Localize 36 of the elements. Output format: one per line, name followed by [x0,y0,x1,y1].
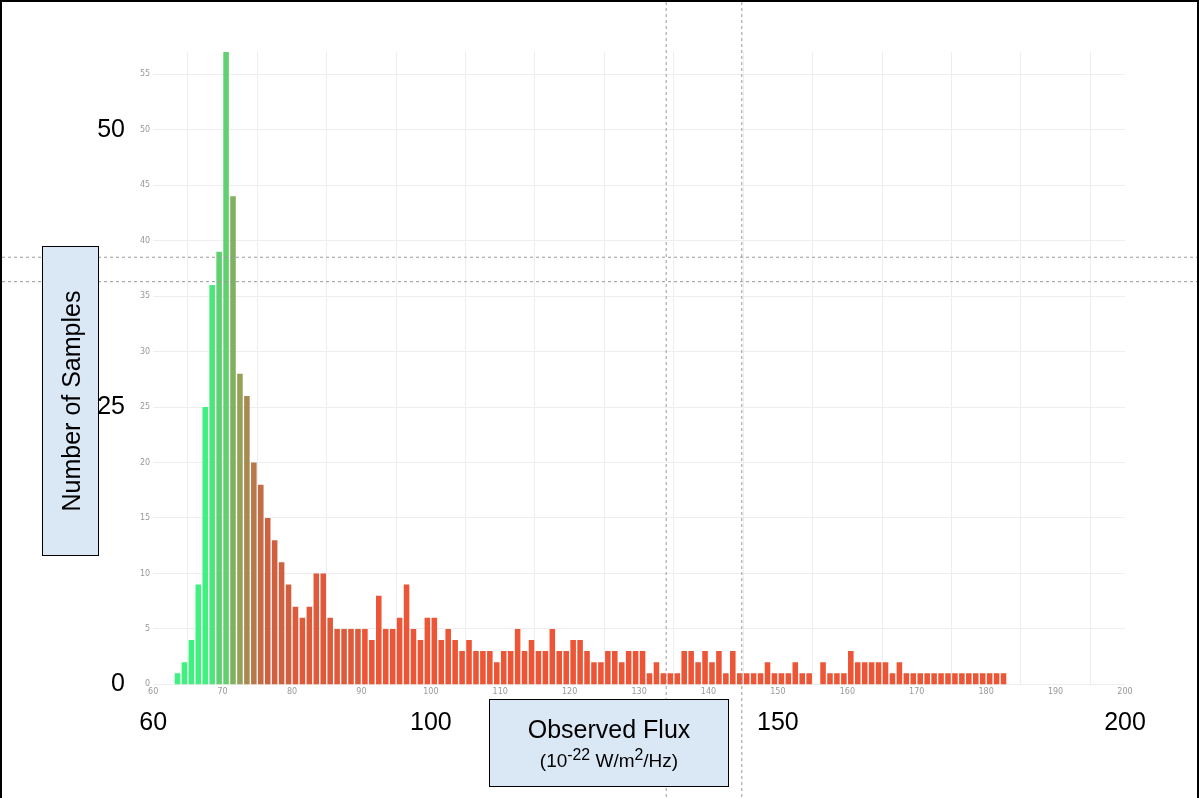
x-tick-label: 100 [423,687,439,697]
x-tick-label: 80 [286,687,298,697]
y-tick-label: 25 [97,390,125,419]
y2-tick-label: 45 [139,180,151,190]
y2-tick-label: 5 [145,624,151,633]
x-tick-label: 170 [909,687,925,697]
y2-tick-label: 0 [145,679,151,689]
y2-tick-label: 30 [139,346,151,356]
x-tick-label: 160 [839,687,855,697]
y2-tick-label: 20 [139,457,151,467]
x2-tick-label: 60 [139,706,168,735]
y-axis-title: Number of Samples [56,290,85,512]
x-tick-label: 150 [770,687,786,697]
x-tick-label: 90 [356,687,367,697]
x-tick-label: 200 [1117,687,1133,697]
x-tick-label: 180 [978,687,994,697]
x2-tick-label: 200 [1104,706,1146,735]
x-tick-label: 140 [700,687,717,697]
y-tick-label: 0 [111,668,125,697]
x-tick-label: 120 [562,687,578,697]
x-axis-title: Observed Flux (10$^{-22}$ W/m$^{2}$/Hz) [526,714,692,774]
y2-tick-label: 55 [139,69,151,79]
x2-tick-label: 150 [757,706,799,735]
y2-tick-label: 50 [139,124,151,134]
y2-tick-label: 35 [139,291,151,301]
x-tick-label: 70 [217,687,228,697]
y2-tick-label: 10 [139,568,151,578]
y-tick-label: 50 [97,113,125,142]
x-tick-label: 130 [631,687,647,697]
x-tick-label: 110 [492,687,508,697]
x-tick-label: 60 [148,687,159,697]
y2-tick-label: 15 [139,513,151,523]
x2-tick-label: 100 [409,706,452,735]
y2-tick-label: 25 [139,402,151,412]
y2-tick-label: 40 [139,235,151,245]
x-tick-label: 190 [1047,687,1064,697]
